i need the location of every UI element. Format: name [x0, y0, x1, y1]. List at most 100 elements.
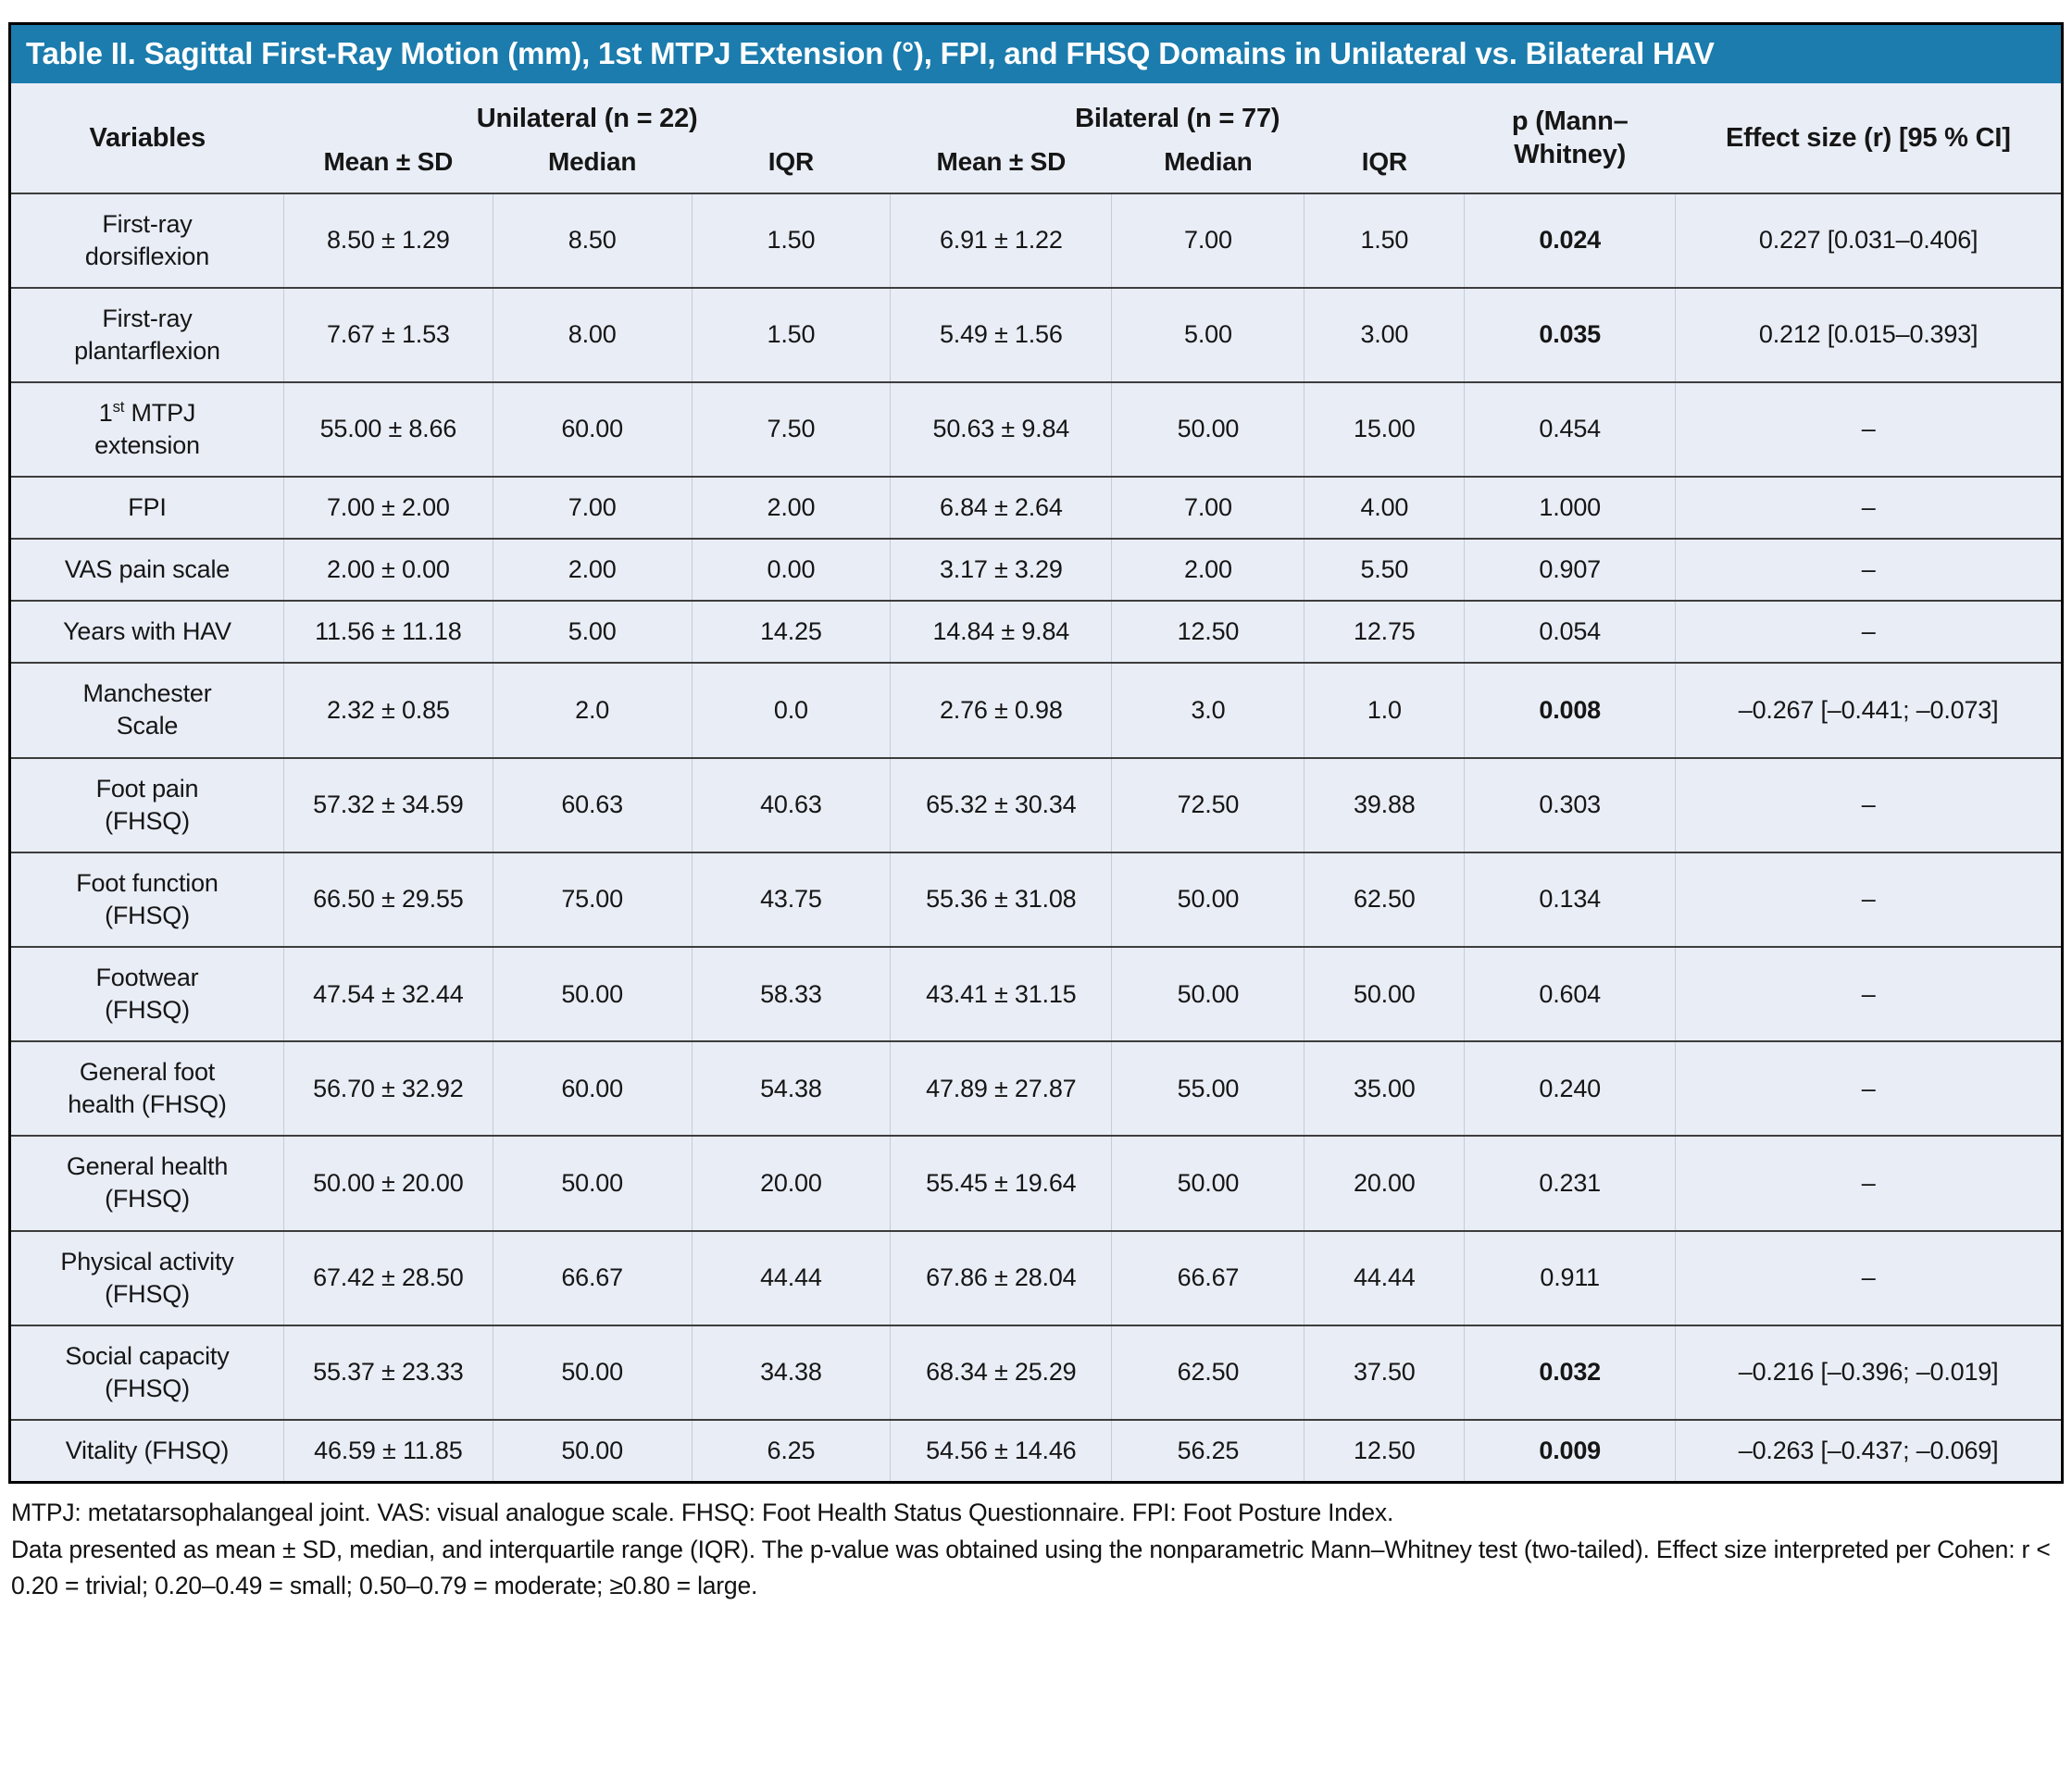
cell-variable: Vitality (FHSQ): [11, 1418, 284, 1481]
cell-unilateral-iqr: 1.50: [691, 286, 891, 382]
cell-unilateral-median: 60.63: [492, 756, 693, 852]
cell-bilateral-mean-sd: 54.56 ± 14.46: [890, 1418, 1112, 1481]
cell-p-value: 0.008: [1464, 662, 1676, 758]
cell-p-value: 0.231: [1464, 1135, 1676, 1231]
cell-p-value: 0.907: [1464, 538, 1676, 602]
cell-variable: General foot health (FHSQ): [11, 1040, 284, 1137]
cell-p-value: 0.911: [1464, 1229, 1676, 1325]
cell-effect-size: 0.227 [0.031–0.406]: [1675, 193, 2061, 288]
cell-bilateral-mean-sd: 6.91 ± 1.22: [890, 193, 1112, 288]
table-row: Years with HAV 11.56 ± 11.18 5.00 14.25 14.8…: [11, 600, 2061, 664]
cell-bilateral-iqr: 35.00: [1304, 1040, 1465, 1137]
column-header-variables: Variables: [11, 83, 284, 194]
cell-unilateral-iqr: 1.50: [691, 193, 891, 288]
cell-bilateral-iqr: 15.00: [1304, 380, 1465, 478]
cell-effect-size: –: [1675, 380, 2061, 478]
table-row: Social capacity (FHSQ) 55.37 ± 23.33 50.00…: [11, 1324, 2061, 1420]
cell-unilateral-iqr: 2.00: [691, 476, 891, 540]
cell-p-value: 0.134: [1464, 851, 1676, 947]
cell-unilateral-mean-sd: 55.37 ± 23.33: [282, 1324, 493, 1420]
cell-unilateral-median: 50.00: [492, 945, 693, 1042]
cell-bilateral-iqr: 44.44: [1304, 1229, 1465, 1325]
header-group-row: Variables Unilateral (n = 22) Bilateral …: [11, 83, 2061, 194]
cell-unilateral-mean-sd: 56.70 ± 32.92: [282, 1040, 493, 1137]
cell-bilateral-iqr: 39.88: [1304, 756, 1465, 852]
cell-p-value: 0.024: [1464, 193, 1676, 288]
cell-bilateral-iqr: 12.75: [1304, 600, 1465, 664]
cell-bilateral-median: 66.67: [1111, 1229, 1304, 1325]
cell-variable: VAS pain scale: [11, 538, 284, 602]
cell-unilateral-mean-sd: 2.32 ± 0.85: [282, 662, 493, 758]
cell-p-value: 0.009: [1464, 1418, 1676, 1481]
column-header-uni-mean-sd: Mean ± SD: [283, 139, 493, 194]
cell-unilateral-mean-sd: 7.00 ± 2.00: [282, 476, 493, 540]
column-header-p-value: p (Mann–Whitney): [1464, 83, 1676, 194]
table-body: First-ray dorsiflexion 8.50 ± 1.29 8.50 1.5…: [11, 193, 2061, 1481]
cell-unilateral-median: 2.00: [492, 538, 693, 602]
cell-unilateral-median: 50.00: [492, 1135, 693, 1231]
cell-unilateral-median: 60.00: [492, 1040, 693, 1137]
cell-unilateral-mean-sd: 11.56 ± 11.18: [282, 600, 493, 664]
cell-effect-size: –: [1675, 476, 2061, 540]
cell-bilateral-iqr: 3.00: [1304, 286, 1465, 382]
cell-bilateral-iqr: 12.50: [1304, 1418, 1465, 1481]
column-header-bi-median: Median: [1111, 139, 1304, 194]
table-row: Foot function (FHSQ) 66.50 ± 29.55 75.00 43…: [11, 851, 2061, 947]
cell-unilateral-mean-sd: 66.50 ± 29.55: [282, 851, 493, 947]
cell-bilateral-mean-sd: 65.32 ± 30.34: [890, 756, 1112, 852]
table-row: Manchester Scale 2.32 ± 0.85 2.0 0.0 2.76 ± …: [11, 662, 2061, 758]
cell-bilateral-median: 12.50: [1111, 600, 1304, 664]
cell-variable: General health (FHSQ): [11, 1135, 284, 1231]
cell-effect-size: –: [1675, 945, 2061, 1042]
footnote-abbreviations: MTPJ: metatarsophalangeal joint. VAS: vi…: [11, 1498, 1394, 1526]
cell-bilateral-mean-sd: 67.86 ± 28.04: [890, 1229, 1112, 1325]
data-table: Variables Unilateral (n = 22) Bilateral …: [11, 83, 2061, 1481]
cell-unilateral-iqr: 0.00: [691, 538, 891, 602]
cell-p-value: 0.240: [1464, 1040, 1676, 1137]
column-header-uni-iqr: IQR: [692, 139, 891, 194]
cell-bilateral-iqr: 5.50: [1304, 538, 1465, 602]
cell-effect-size: –: [1675, 756, 2061, 852]
table-header: Variables Unilateral (n = 22) Bilateral …: [11, 83, 2061, 194]
cell-unilateral-iqr: 34.38: [691, 1324, 891, 1420]
table-row: FPI 7.00 ± 2.00 7.00 2.00 6.84 ± 2.64 7.00 4.0…: [11, 476, 2061, 540]
cell-p-value: 0.454: [1464, 380, 1676, 478]
cell-unilateral-median: 50.00: [492, 1418, 693, 1481]
cell-p-value: 0.604: [1464, 945, 1676, 1042]
table-row: Foot pain (FHSQ) 57.32 ± 34.59 60.63 40.63 6…: [11, 756, 2061, 852]
cell-unilateral-median: 75.00: [492, 851, 693, 947]
cell-unilateral-iqr: 43.75: [691, 851, 891, 947]
table-row: 1st MTPJ extension 55.00 ± 8.66 60.00 7.50 5…: [11, 380, 2061, 478]
table-row: General foot health (FHSQ) 56.70 ± 32.92 6…: [11, 1040, 2061, 1137]
cell-bilateral-mean-sd: 3.17 ± 3.29: [890, 538, 1112, 602]
cell-effect-size: 0.212 [0.015–0.393]: [1675, 286, 2061, 382]
cell-variable: Foot pain (FHSQ): [11, 756, 284, 852]
cell-unilateral-iqr: 40.63: [691, 756, 891, 852]
cell-bilateral-median: 3.0: [1111, 662, 1304, 758]
cell-effect-size: –0.267 [–0.441; –0.073]: [1675, 662, 2061, 758]
cell-unilateral-median: 60.00: [492, 380, 693, 478]
cell-unilateral-median: 8.50: [492, 193, 693, 288]
cell-bilateral-iqr: 1.0: [1304, 662, 1465, 758]
cell-bilateral-iqr: 20.00: [1304, 1135, 1465, 1231]
cell-bilateral-iqr: 62.50: [1304, 851, 1465, 947]
cell-variable: Foot function (FHSQ): [11, 851, 284, 947]
cell-bilateral-mean-sd: 50.63 ± 9.84: [890, 380, 1112, 478]
table-row: Physical activity (FHSQ) 67.42 ± 28.50 66.…: [11, 1229, 2061, 1325]
cell-bilateral-mean-sd: 47.89 ± 27.87: [890, 1040, 1112, 1137]
cell-unilateral-mean-sd: 50.00 ± 20.00: [282, 1135, 493, 1231]
cell-unilateral-mean-sd: 55.00 ± 8.66: [282, 380, 493, 478]
cell-bilateral-mean-sd: 6.84 ± 2.64: [890, 476, 1112, 540]
cell-unilateral-iqr: 14.25: [691, 600, 891, 664]
cell-bilateral-median: 50.00: [1111, 945, 1304, 1042]
cell-bilateral-median: 5.00: [1111, 286, 1304, 382]
cell-unilateral-median: 5.00: [492, 600, 693, 664]
cell-variable: First-ray plantarflexion: [11, 286, 284, 382]
cell-p-value: 0.054: [1464, 600, 1676, 664]
table-row: Vitality (FHSQ) 46.59 ± 11.85 50.00 6.25 54.…: [11, 1418, 2061, 1481]
cell-variable: First-ray dorsiflexion: [84, 209, 210, 270]
cell-unilateral-mean-sd: 2.00 ± 0.00: [282, 538, 493, 602]
cell-effect-size: –: [1675, 851, 2061, 947]
cell-unilateral-iqr: 20.00: [691, 1135, 891, 1231]
cell-bilateral-median: 50.00: [1111, 1135, 1304, 1231]
